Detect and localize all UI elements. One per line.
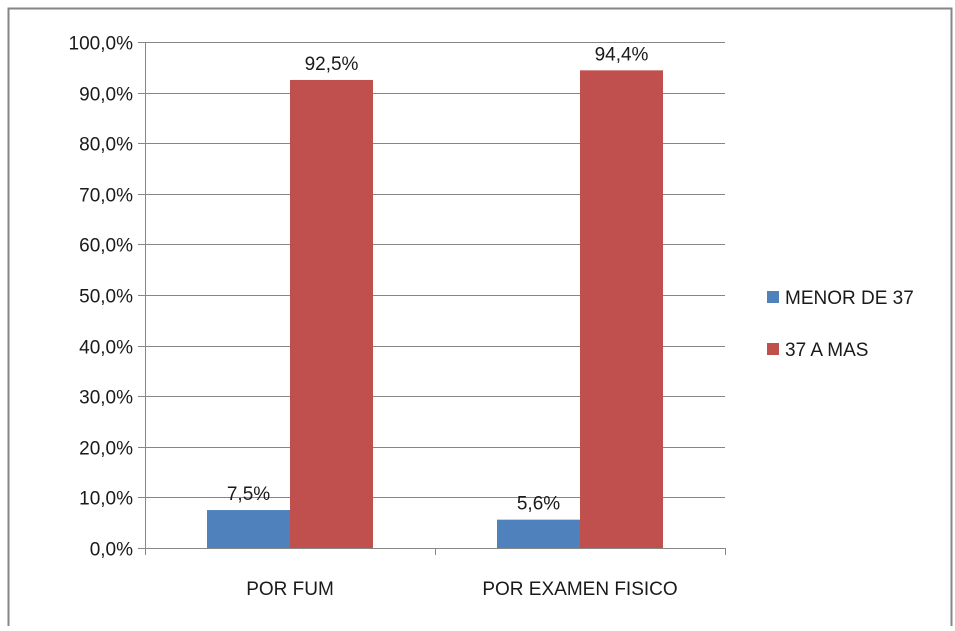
legend-label: 37 A MAS bbox=[785, 340, 868, 361]
bars bbox=[207, 70, 663, 548]
y-tick-label: 30,0% bbox=[79, 388, 133, 409]
y-tick-label: 70,0% bbox=[79, 186, 133, 207]
y-tick-label: 20,0% bbox=[79, 439, 133, 460]
bar-37-a-mas bbox=[580, 70, 663, 548]
legend-swatch bbox=[767, 291, 779, 303]
y-tick-label: 50,0% bbox=[79, 287, 133, 308]
data-label: 5,6% bbox=[517, 494, 560, 515]
x-category-label: POR EXAMEN FISICO bbox=[482, 579, 677, 600]
legend-label: MENOR DE 37 bbox=[785, 288, 914, 309]
y-tick-label: 100,0% bbox=[69, 34, 134, 55]
axes: 0,0% 10,0% 20,0% 30,0% 40,0% 50,0% 60,0% 70,0% 8… bbox=[69, 34, 726, 600]
bar-menor-de-37 bbox=[497, 519, 580, 548]
data-labels: 7,5% 92,5% 5,6% 94,4% bbox=[227, 44, 649, 514]
x-category-label: POR FUM bbox=[246, 579, 334, 600]
data-label: 94,4% bbox=[595, 44, 649, 65]
y-tick-label: 60,0% bbox=[79, 236, 133, 257]
y-tick-label: 90,0% bbox=[79, 85, 133, 106]
legend-swatch bbox=[767, 343, 779, 355]
data-label: 92,5% bbox=[305, 54, 359, 75]
y-tick-label: 0,0% bbox=[90, 540, 133, 561]
bar-37-a-mas bbox=[290, 79, 373, 548]
y-tick-label: 10,0% bbox=[79, 489, 133, 510]
chart-border bbox=[7, 7, 953, 630]
gridlines bbox=[145, 42, 725, 498]
bar-menor-de-37 bbox=[207, 510, 290, 548]
legend: MENOR DE 37 37 A MAS bbox=[767, 288, 914, 361]
y-tick-label: 40,0% bbox=[79, 338, 133, 359]
data-label: 7,5% bbox=[227, 484, 270, 505]
y-tick-label: 80,0% bbox=[79, 135, 133, 156]
